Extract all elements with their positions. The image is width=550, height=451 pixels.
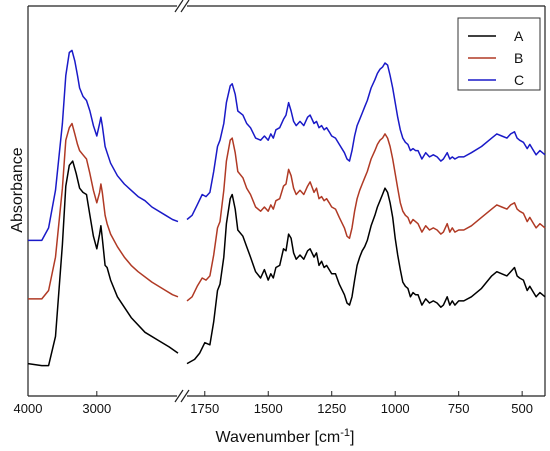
legend-label-c: C [514,72,524,88]
x-tick-label: 1750 [190,401,219,416]
legend-label-b: B [514,50,523,66]
legend-label-a: A [514,28,524,44]
x-tick-label: 1500 [254,401,283,416]
series-line-c [28,49,179,242]
series-line-a [27,160,179,367]
legend-box [457,17,541,91]
y-axis-title: Absorbance [9,147,26,232]
series-line-b [186,133,546,302]
axis-break-mark [180,0,190,13]
plot-frame [27,5,546,397]
x-tick-label: 1250 [317,401,346,416]
x-axis-title: Wavenumber [cm-1] [215,427,354,446]
x-tick-label: 750 [448,401,470,416]
x-tick-label: 1000 [381,401,410,416]
legend: A B C [457,17,541,91]
series-line-c [186,62,546,221]
axis-break-mark [174,389,184,403]
series-layer [27,49,546,367]
axis-break [174,0,190,403]
x-tick-label: 500 [511,401,533,416]
series-line-b [28,122,179,300]
series-line-a [186,187,546,365]
axis-break-mark [180,389,190,403]
axis-break-mark [174,0,184,13]
x-tick-label: 3000 [82,401,111,416]
x-tick-label: 4000 [14,401,43,416]
x-ticks: 4000 3000 1750 1500 1250 1000 750 500 [14,391,533,416]
